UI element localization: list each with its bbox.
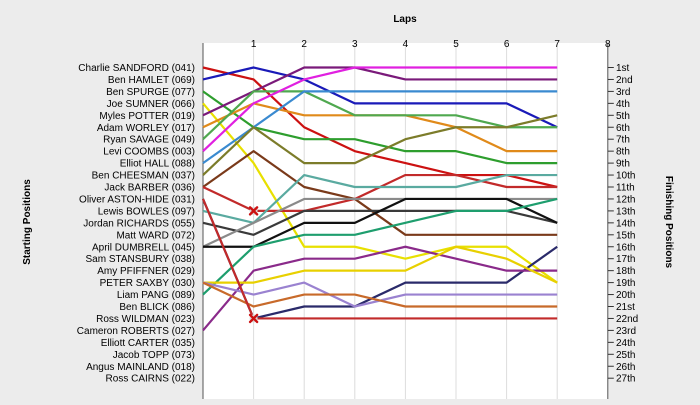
series-line xyxy=(202,173,558,224)
starting-position-label: Oliver ASTON-HIDE (031) xyxy=(79,194,195,205)
starting-position-label: Sam STANSBURY (038) xyxy=(86,254,195,265)
lap-tick-label: 1 xyxy=(251,39,257,50)
starting-position-label: Joe SUMNER (066) xyxy=(107,99,195,110)
finishing-position-label: 10th xyxy=(616,171,635,182)
starting-position-label: Amy PFIFFNER (029) xyxy=(97,266,195,277)
finishing-position-label: 8th xyxy=(616,147,630,158)
series-line xyxy=(202,90,558,165)
starting-position-label: Jordan RICHARDS (055) xyxy=(83,218,195,229)
finishing-position-label: 9th xyxy=(616,159,630,170)
dnf-cross-icon xyxy=(248,313,259,324)
finishing-position-label: 25th xyxy=(616,350,635,361)
series-line xyxy=(203,245,558,284)
series-line xyxy=(202,197,558,296)
series-line xyxy=(202,90,558,140)
starting-position-label: Ben SPURGE (077) xyxy=(106,87,195,98)
starting-position-label: Ross WILDMAN (023) xyxy=(96,314,195,325)
starting-position-labels: Charlie SANDFORD (041)Ben HAMLET (069)Be… xyxy=(77,63,195,385)
finishing-position-label: 2nd xyxy=(616,75,633,86)
starting-position-label: Levi COOMBS (003) xyxy=(103,147,195,158)
starting-position-label: Ben BLICK (086) xyxy=(119,302,195,313)
finishing-position-label: 20th xyxy=(616,290,635,301)
starting-position-label: Jacob TOPP (073) xyxy=(113,350,195,361)
chart-title: Laps xyxy=(393,14,417,25)
finishing-position-label: 1st xyxy=(616,63,630,74)
lap-tick-label: 8 xyxy=(605,39,611,50)
series-line xyxy=(202,114,558,176)
series-line xyxy=(202,245,558,332)
finishing-position-label: 6th xyxy=(616,123,630,134)
y-axis-label-right: Finishing Positions xyxy=(663,176,674,269)
lap-tick-label: 5 xyxy=(453,39,459,50)
finishing-position-label: 11th xyxy=(616,183,635,194)
starting-position-label: Jack BARBER (036) xyxy=(104,183,195,194)
finishing-position-label: 4th xyxy=(616,99,630,110)
lap-tick-label: 3 xyxy=(352,39,358,50)
starting-position-label: Ben CHEESMAN (037) xyxy=(92,171,195,182)
series-line xyxy=(202,150,558,236)
series-line xyxy=(202,66,558,117)
finishing-position-label: 24th xyxy=(616,338,635,349)
lap-tick-labels: 1 2 3 4 5 6 7 8 xyxy=(251,39,611,50)
finishing-position-label: 18th xyxy=(616,266,635,277)
starting-position-label: Matt WARD (072) xyxy=(116,230,195,241)
finishing-position-label: 13th xyxy=(616,206,635,217)
finishing-position-label: 21st xyxy=(616,302,635,313)
starting-position-label: PETER SAXBY (030) xyxy=(100,278,195,289)
starting-position-label: Myles POTTER (019) xyxy=(99,111,195,122)
starting-position-label: Lewis BOWLES (097) xyxy=(98,206,195,217)
series-lines xyxy=(201,66,558,332)
finishing-position-label: 14th xyxy=(616,218,635,229)
starting-position-label: Adam WORLEY (017) xyxy=(97,123,195,134)
finishing-position-label: 15th xyxy=(616,230,635,241)
series-line xyxy=(202,90,558,164)
starting-position-label: Charlie SANDFORD (041) xyxy=(78,63,195,74)
starting-position-label: Angus MAINLAND (018) xyxy=(86,362,195,373)
lap-tick-label: 6 xyxy=(504,39,510,50)
finishing-position-labels: 1st2nd3rd4th5th6th7th8th9th10th11th12th1… xyxy=(607,63,638,385)
finishing-position-label: 17th xyxy=(616,254,635,265)
finishing-position-label: 27th xyxy=(616,374,635,385)
starting-position-label: Cameron ROBERTS (027) xyxy=(77,326,195,337)
finishing-position-label: 23rd xyxy=(616,326,636,337)
finishing-position-label: 12th xyxy=(616,194,635,205)
finishing-position-label: 19th xyxy=(616,278,635,289)
finishing-position-label: 7th xyxy=(616,135,630,146)
finishing-position-label: 22nd xyxy=(616,314,638,325)
starting-position-label: Liam PANG (089) xyxy=(117,290,195,301)
series-line xyxy=(202,281,558,308)
starting-position-label: Elliot HALL (088) xyxy=(120,159,195,170)
dnf-cross-icon xyxy=(248,206,259,216)
lap-tick-label: 4 xyxy=(403,39,409,50)
series-line xyxy=(202,66,558,129)
series-line xyxy=(201,198,558,320)
series-line xyxy=(203,197,558,248)
lap-tick-label: 7 xyxy=(554,39,560,50)
starting-position-label: April DUMBRELL (045) xyxy=(92,242,195,253)
dnf-markers xyxy=(248,206,259,324)
finishing-position-label: 16th xyxy=(616,242,635,253)
y-axis-label-left: Starting Positions xyxy=(22,179,33,265)
finishing-position-label: 5th xyxy=(616,111,630,122)
lap-tick-label: 2 xyxy=(301,39,307,50)
starting-position-label: Ryan SAVAGE (049) xyxy=(103,135,195,146)
series-line xyxy=(202,66,558,152)
finishing-position-label: 26th xyxy=(616,362,635,373)
starting-position-label: Ross CAIRNS (022) xyxy=(106,374,195,385)
starting-position-label: Ben HAMLET (069) xyxy=(108,75,195,86)
starting-position-label: Elliott CARTER (035) xyxy=(101,338,195,349)
finishing-position-label: 3rd xyxy=(616,87,630,98)
series-line xyxy=(201,198,558,320)
